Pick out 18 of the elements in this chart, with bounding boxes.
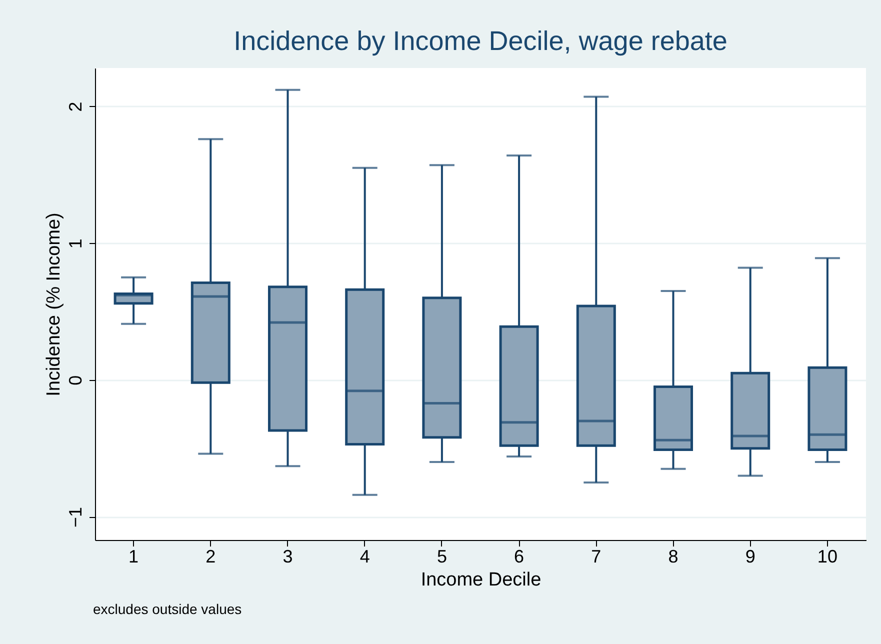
x-tick-label: 8 <box>668 546 678 566</box>
y-tick-label: 0 <box>66 375 86 386</box>
x-tick-label: 7 <box>591 546 602 566</box>
x-tick-label: 10 <box>817 546 838 566</box>
chart-title: Incidence by Income Decile, wage rebate <box>234 26 728 56</box>
x-tick-label: 9 <box>745 546 756 566</box>
x-tick-label: 1 <box>128 546 139 566</box>
x-tick-label: 3 <box>282 546 293 566</box>
x-tick-label: 6 <box>514 546 524 566</box>
x-tick-label: 2 <box>206 546 216 566</box>
y-tick-label: 2 <box>66 102 86 112</box>
x-tick-label: 5 <box>436 546 447 566</box>
x-tick-label: 4 <box>360 546 370 566</box>
y-tick-label: −1 <box>66 506 86 528</box>
y-tick-label: 1 <box>66 238 86 249</box>
y-axis-title: Incidence (% Income) <box>44 212 64 396</box>
x-axis-title: Income Decile <box>420 570 542 590</box>
text: excludes outside values <box>93 601 242 617</box>
